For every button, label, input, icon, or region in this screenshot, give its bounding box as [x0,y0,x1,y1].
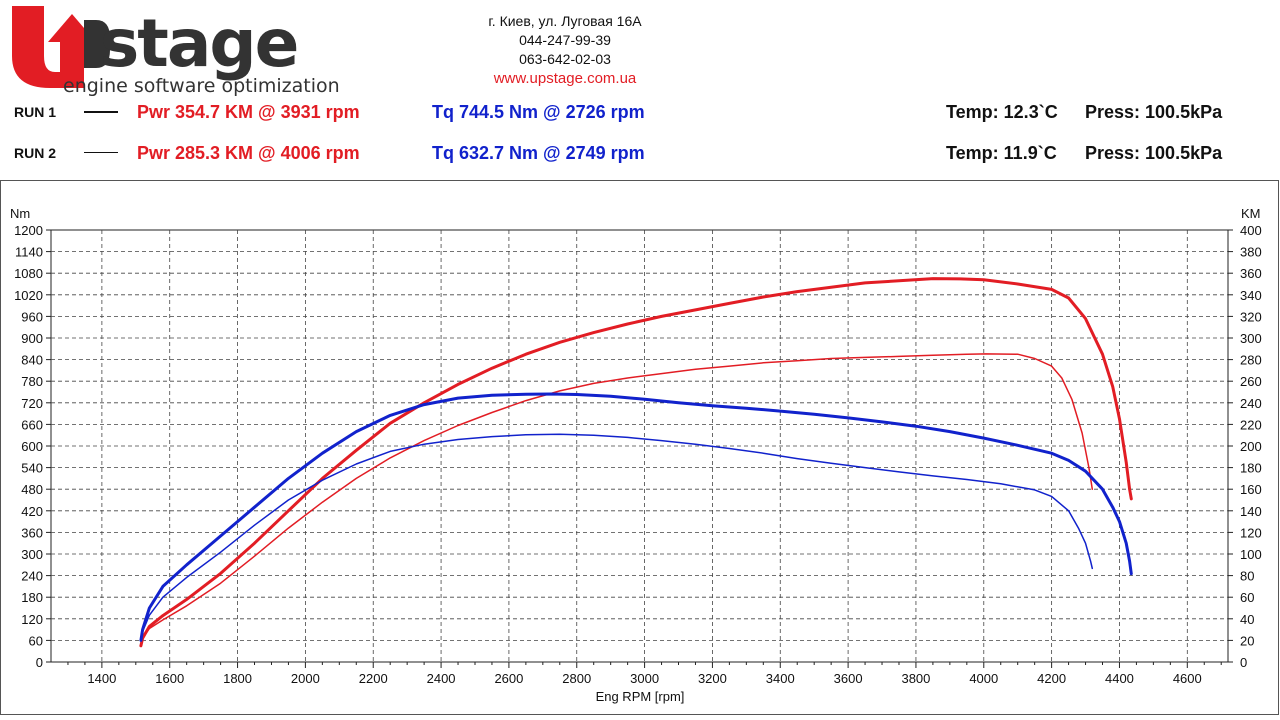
x-tick-label: 1800 [223,671,252,686]
left-tick-label: 1080 [14,266,43,281]
logo-wordmark: stage [100,5,297,82]
run-1-torque: Tq 744.5 Nm @ 2726 rpm [432,102,645,122]
left-axis-unit: Nm [10,206,30,221]
right-axis-unit: KM [1241,206,1261,221]
x-tick-label: 2600 [494,671,523,686]
left-tick-label: 900 [21,331,43,346]
run-2-line-sample [84,152,118,153]
right-tick-label: 160 [1240,482,1262,497]
left-tick-label: 660 [21,417,43,432]
run-1-press: Press: 100.5kPa [1085,102,1223,122]
upstage-logo-graphic: stage engine software optimization [12,5,340,97]
left-tick-label: 0 [36,655,43,670]
run-2-power: Pwr 285.3 KM @ 4006 rpm [137,143,360,163]
left-tick-label: 960 [21,309,43,324]
x-tick-label: 4000 [969,671,998,686]
run-2-temp: Temp: 11.9`C [946,143,1057,163]
right-tick-label: 400 [1240,223,1262,238]
chart-series [139,277,1133,648]
right-tick-label: 120 [1240,525,1262,540]
power-curve-run-2 [140,353,1094,647]
right-tick-label: 380 [1240,245,1262,260]
x-tick-label: 4600 [1173,671,1202,686]
run-2-torque: Tq 632.7 Nm @ 2749 rpm [432,143,645,163]
right-tick-label: 320 [1240,309,1262,324]
right-tick-label: 300 [1240,331,1262,346]
logo-tagline: engine software optimization [63,75,340,97]
x-tick-label: 2400 [427,671,456,686]
x-tick-label: 2800 [562,671,591,686]
address: г. Киев, ул. Луговая 16А [488,13,642,29]
right-tick-label: 0 [1240,655,1247,670]
left-tick-label: 1140 [15,245,43,260]
run-1-temp: Temp: 12.3`C [946,102,1058,122]
run-2-press: Press: 100.5kPa [1085,143,1223,163]
run-1-summary: RUN 1 Pwr 354.7 KM @ 3931 rpm Tq 744.5 N… [0,100,1280,124]
left-tick-label: 780 [21,374,43,389]
right-tick-label: 100 [1240,547,1262,562]
run-2-summary: RUN 2 Pwr 285.3 KM @ 4006 rpm Tq 632.7 N… [0,141,1280,165]
x-axis-label: Eng RPM [rpm] [596,689,685,704]
right-tick-label: 60 [1240,590,1254,605]
left-tick-label: 420 [21,504,43,519]
right-tick-label: 140 [1240,504,1262,519]
left-tick-label: 840 [21,353,43,368]
left-axis-ticks: 0 60 120 180 240 300 360 420 480 540 600 660 720 780 8… [14,223,51,670]
dyno-chart: 0601201802403003604204805406006607207808… [10,206,1262,704]
x-tick-label: 3600 [834,671,863,686]
x-tick-label: 3200 [698,671,727,686]
contact-block: г. Киев, ул. Луговая 16А 044-247-99-39 0… [450,12,680,88]
x-tick-label: 4200 [1037,671,1066,686]
torque-curve-run-2 [140,433,1094,642]
chart-frame [0,180,1279,715]
right-tick-label: 240 [1240,396,1262,411]
left-tick-label: 300 [21,547,43,562]
x-tick-label: 2000 [291,671,320,686]
right-tick-label: 180 [1240,461,1262,476]
x-axis-ticks: 1400 1600 1800 2000 2200 2400 2600 2800 3000 3200… [87,671,1201,686]
left-tick-label: 1020 [14,288,43,303]
left-tick-label: 540 [21,461,43,476]
x-tick-label: 3000 [630,671,659,686]
run-1-power: Pwr 354.7 KM @ 3931 rpm [137,102,360,122]
x-tick-label: 1400 [87,671,116,686]
x-tick-label: 1600 [155,671,184,686]
chart-grid [50,229,1229,668]
power-curve-run-1 [139,277,1133,648]
left-tick-label: 600 [21,439,43,454]
left-tick-label: 240 [21,569,43,584]
left-tick-label: 120 [21,612,43,627]
run-1-label: RUN 1 [14,104,57,120]
left-tick-label: 60 [29,633,43,648]
left-tick-label: 480 [21,482,43,497]
phone-1: 044-247-99-39 [519,32,611,48]
right-tick-label: 80 [1240,569,1254,584]
right-axis-ticks: 0 20 40 60 80 100 120 140 160 180 200 220 240 260 280 3… [1228,223,1262,670]
right-tick-label: 260 [1240,374,1262,389]
torque-curve-run-1 [139,392,1133,642]
right-tick-label: 340 [1240,288,1262,303]
right-tick-label: 40 [1240,612,1254,627]
left-tick-label: 180 [21,590,43,605]
x-tick-label: 3400 [766,671,795,686]
x-tick-label: 3800 [901,671,930,686]
right-tick-label: 20 [1240,633,1254,648]
left-tick-label: 1200 [14,223,43,238]
run-1-line-sample [84,111,118,113]
left-tick-label: 360 [21,525,43,540]
logo-p-bowl-icon [84,20,110,68]
upstage-logo: stage engine software optimization [0,0,420,100]
x-tick-label: 2200 [359,671,388,686]
website-link[interactable]: www.upstage.com.ua [493,70,637,87]
right-tick-label: 280 [1240,353,1262,368]
phone-2: 063-642-02-03 [519,51,611,67]
right-tick-label: 220 [1240,417,1262,432]
run-2-label: RUN 2 [14,145,57,161]
right-tick-label: 360 [1240,266,1262,281]
x-tick-label: 4400 [1105,671,1134,686]
left-tick-label: 720 [21,396,43,411]
logo-u-arrow-icon [12,6,96,88]
right-tick-label: 200 [1240,439,1262,454]
